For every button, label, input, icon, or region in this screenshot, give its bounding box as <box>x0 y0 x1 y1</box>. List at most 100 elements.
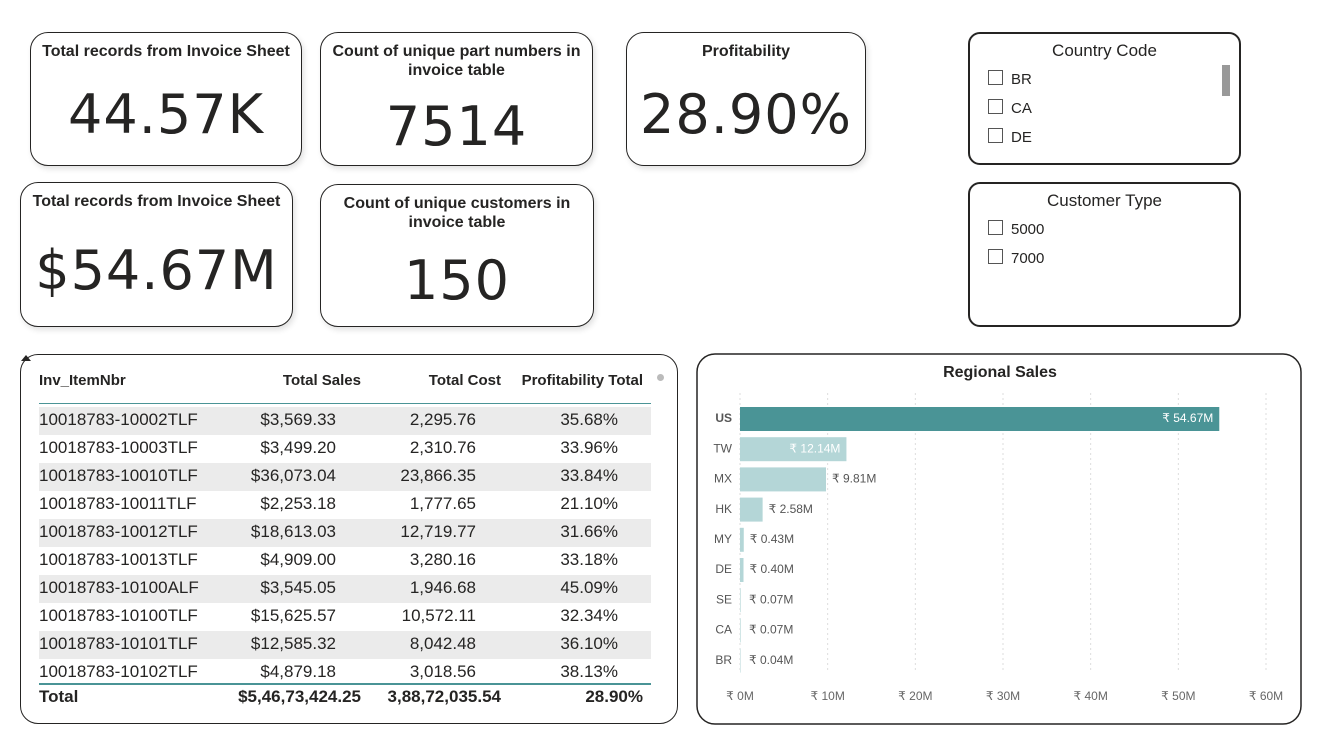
table-cell: 10018783-10102TLF <box>39 662 198 681</box>
bar <box>740 467 827 492</box>
column-header[interactable]: Total Sales <box>282 372 361 389</box>
column-header[interactable]: Total Cost <box>428 372 501 389</box>
row-band <box>39 407 651 435</box>
column-header[interactable]: Profitability Total <box>521 372 643 389</box>
data-label: ₹ 9.81M <box>832 472 876 486</box>
bar <box>740 648 741 673</box>
table-cell: 1,777.65 <box>409 494 476 513</box>
column-header[interactable]: Inv_ItemNbr <box>39 372 126 389</box>
checkbox[interactable] <box>988 128 1003 143</box>
table-cell: 2,310.76 <box>409 438 476 457</box>
table-cell: $36,073.04 <box>250 466 336 485</box>
x-tick-label: ₹ 30M <box>986 689 1020 703</box>
total-cell: Total <box>39 687 79 706</box>
checkbox[interactable] <box>988 220 1003 235</box>
bar <box>740 588 741 613</box>
bar <box>740 497 763 522</box>
card-title: Count of unique part numbers in invoice … <box>332 43 581 79</box>
table-cell: 10,572.11 <box>401 606 476 625</box>
bar <box>740 527 744 552</box>
bar <box>740 437 847 462</box>
slicer-title: Country Code <box>1052 41 1157 60</box>
slicer-title: Customer Type <box>1047 191 1162 210</box>
checkbox[interactable] <box>988 249 1003 264</box>
item-label: CA <box>1011 100 1032 117</box>
slicer-item[interactable]: DE <box>988 128 1032 146</box>
table-body: 10018783-10002TLF $3,569.33 2,295.76 35.68%… <box>21 402 652 684</box>
card-value: 7514 <box>385 95 528 158</box>
slicer-item[interactable]: CA <box>988 99 1032 117</box>
table-cell: 33.96% <box>560 438 618 457</box>
table-cell: 10018783-10100ALF <box>39 578 199 597</box>
table-cell: $3,569.33 <box>260 410 336 429</box>
slicer-item[interactable]: 5000 <box>988 220 1044 238</box>
row-band <box>39 519 651 547</box>
data-label: ₹ 12.14M <box>789 441 840 455</box>
bar <box>740 618 741 643</box>
slicer-item[interactable]: BR <box>988 70 1032 88</box>
card-value: 28.90% <box>640 83 852 146</box>
table-cell: 33.18% <box>560 550 618 569</box>
table-cell: 31.66% <box>560 522 618 541</box>
y-tick-label: BR <box>715 653 732 667</box>
bar <box>740 558 744 582</box>
item-label: 7000 <box>1011 250 1045 267</box>
total-cell: 28.90% <box>585 687 643 706</box>
total-cell: $5,46,73,424.25 <box>238 687 361 706</box>
total-cell: 3,88,72,035.54 <box>387 687 501 706</box>
table-cell: 10018783-10101TLF <box>39 634 198 653</box>
table-cell: 36.10% <box>560 634 618 653</box>
data-label: ₹ 0.40M <box>750 562 794 576</box>
data-label: ₹ 0.07M <box>749 623 793 637</box>
card-value: 150 <box>403 249 511 312</box>
y-tick-label: DE <box>715 562 732 576</box>
table-cell: 10018783-10002TLF <box>39 410 198 429</box>
item-label: 5000 <box>1011 221 1045 238</box>
table-cell: $3,499.20 <box>260 438 336 457</box>
table-cell: 35.68% <box>560 410 618 429</box>
table-cell: 10018783-10013TLF <box>39 550 198 569</box>
x-tick-label: ₹ 40M <box>1074 689 1108 703</box>
slicer-item[interactable]: 7000 <box>988 249 1044 267</box>
sort-arrow <box>21 355 31 361</box>
data-label: ₹ 0.07M <box>749 592 793 606</box>
card: Count of unique part numbers in invoice … <box>320 32 593 166</box>
x-tick-label: ₹ 50M <box>1161 689 1195 703</box>
checkbox[interactable] <box>988 70 1003 85</box>
data-label: ₹ 0.04M <box>749 653 793 667</box>
x-tick-label: ₹ 60M <box>1249 689 1283 703</box>
table-cell: 45.09% <box>560 578 618 597</box>
data-label: ₹ 2.58M <box>769 502 813 516</box>
data-label: ₹ 0.43M <box>750 532 794 546</box>
item-label: DE <box>1011 129 1032 146</box>
card: Total records from Invoice Sheet 44.57K <box>30 32 302 166</box>
bar <box>740 407 1220 431</box>
chart-title: Regional Sales <box>943 364 1057 381</box>
slicer: Country Code BR CA DE <box>968 32 1241 165</box>
y-tick-label: MY <box>714 532 732 546</box>
table-cell: 38.13% <box>560 662 618 681</box>
checkbox[interactable] <box>988 99 1003 114</box>
table-cell: $15,625.57 <box>250 606 336 625</box>
x-tick-label: ₹ 0M <box>726 689 754 703</box>
card-value: 44.57K <box>67 83 264 146</box>
table-cell: $3,545.05 <box>260 578 336 597</box>
card-value: $54.67M <box>35 239 278 302</box>
card: Profitability 28.90% <box>626 32 866 166</box>
table-panel: 10018783-10002TLF $3,569.33 2,295.76 35.68%… <box>20 354 678 724</box>
table-cell: 10018783-10100TLF <box>39 606 198 625</box>
scrollbar[interactable] <box>1222 65 1230 96</box>
table-cell: 1,946.68 <box>409 578 476 597</box>
scroll-dot[interactable] <box>657 374 664 381</box>
card: Count of unique customers in invoice tab… <box>320 184 594 327</box>
y-tick-label: TW <box>713 441 732 455</box>
chart: Regional Sales ₹ 0M ₹ 10M ₹ 20M ₹ 30M ₹ 40M ₹… <box>696 353 1302 725</box>
table-cell: 10018783-10010TLF <box>39 466 198 485</box>
header-rule <box>39 403 651 404</box>
table-cell: 10018783-10011TLF <box>39 494 197 513</box>
total-rule <box>39 683 651 685</box>
table-cell: $4,879.18 <box>260 662 336 681</box>
table-cell: 21.10% <box>560 494 618 513</box>
table-cell: 10018783-10012TLF <box>39 522 198 541</box>
